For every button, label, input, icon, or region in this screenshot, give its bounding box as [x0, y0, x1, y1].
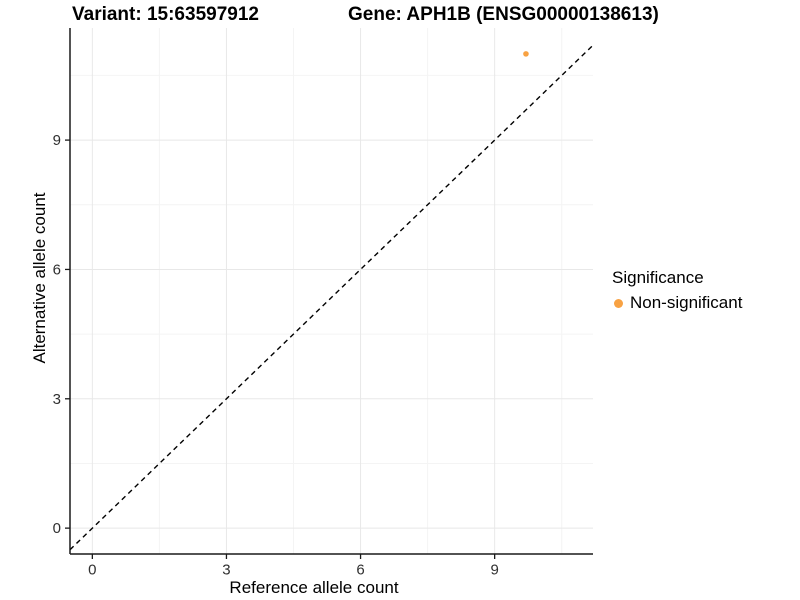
legend-title: Significance — [612, 268, 704, 287]
gene-title: Gene: APH1B (ENSG00000138613) — [348, 4, 659, 25]
x-tick-label: 3 — [222, 561, 230, 578]
x-axis-title: Reference allele count — [229, 578, 399, 597]
y-tick-label: 9 — [53, 132, 61, 149]
legend-entries: Non-significant — [612, 293, 742, 313]
y-tick-label: 6 — [53, 262, 61, 279]
variant-title: Variant: 15:63597912 — [72, 4, 259, 25]
legend: Significance Non-significant — [612, 268, 742, 313]
data-point — [523, 51, 529, 57]
legend-point-icon — [614, 298, 623, 308]
x-tick-label: 0 — [88, 561, 96, 578]
x-tick-label: 6 — [356, 561, 364, 578]
y-axis-title: Alternative allele count — [30, 192, 49, 364]
legend-entry-label: Non-significant — [630, 293, 743, 312]
legend-entry: Non-significant — [612, 293, 742, 313]
y-tick-label: 3 — [53, 391, 61, 408]
y-tick-label: 0 — [53, 520, 61, 537]
x-tick-label: 9 — [490, 561, 498, 578]
identity-line — [69, 44, 594, 551]
